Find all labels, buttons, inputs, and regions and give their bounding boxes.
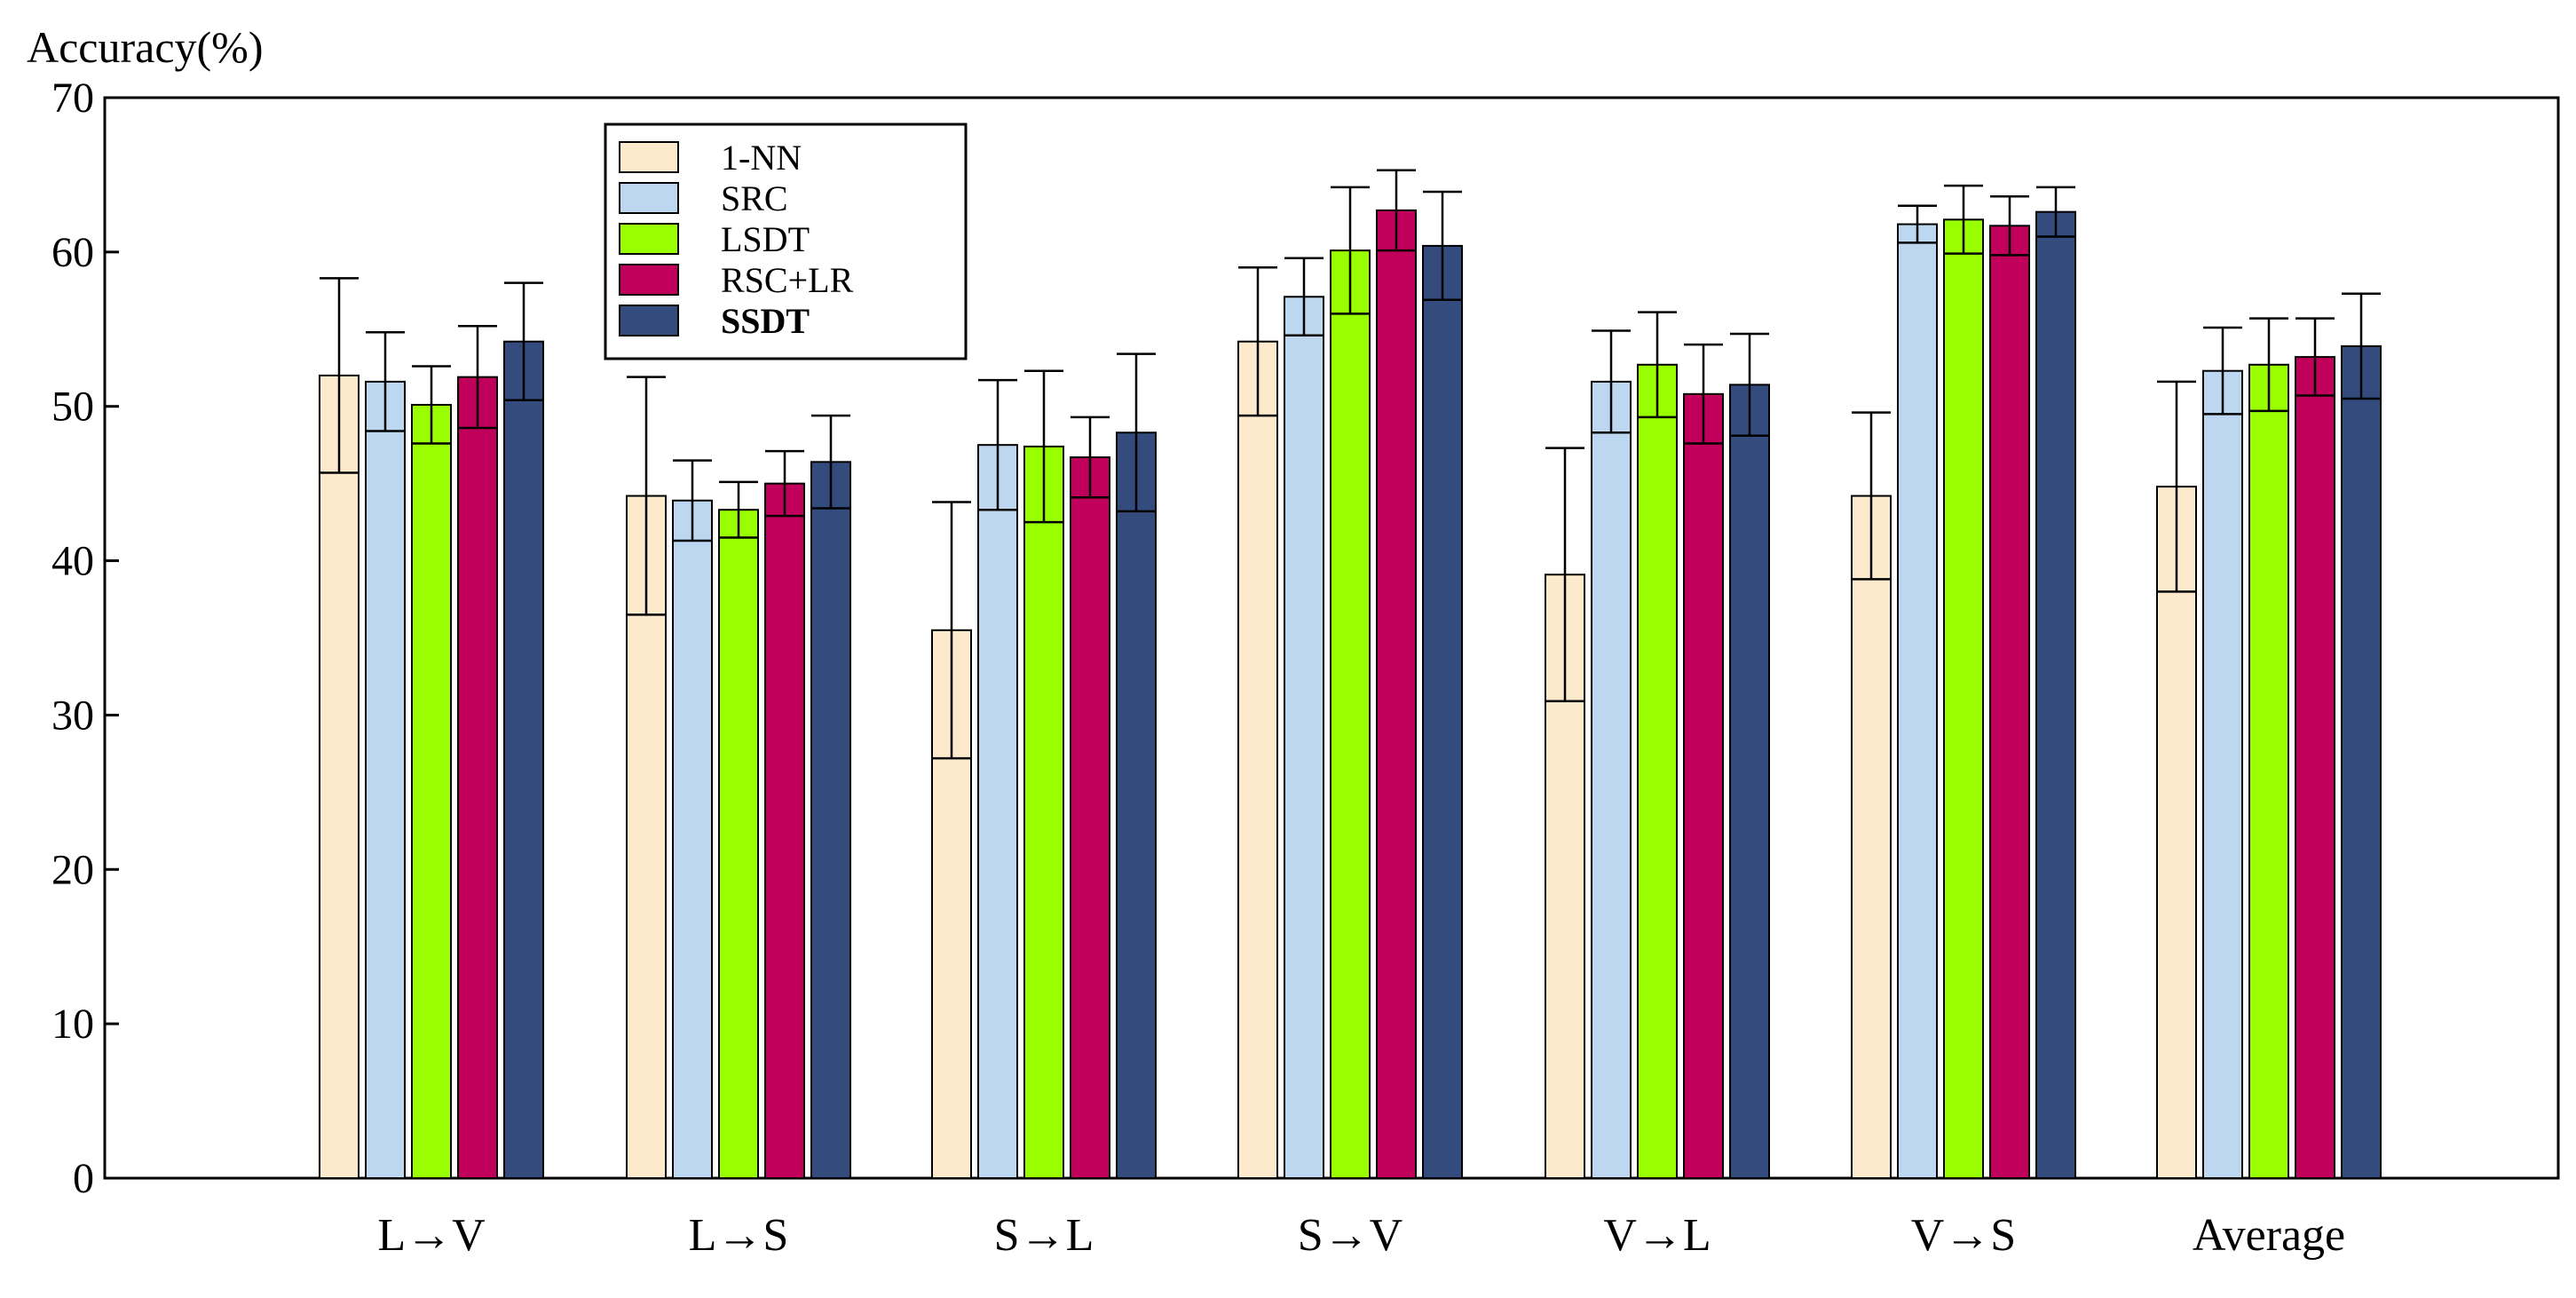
x-category-label: S→L (994, 1210, 1094, 1261)
x-category-label: V→S (1911, 1210, 2016, 1261)
y-tick-label: 30 (51, 692, 94, 739)
y-tick-label: 20 (51, 846, 94, 893)
legend-label: SRC (721, 178, 788, 218)
bar (365, 380, 406, 1179)
y-tick-label: 50 (51, 384, 94, 431)
legend-label: LSDT (721, 219, 810, 259)
legend-swatch (619, 141, 679, 173)
bar (1237, 340, 1278, 1179)
bar (1591, 380, 1632, 1179)
bar (810, 461, 851, 1179)
bar (1729, 384, 1770, 1180)
y-tick-label: 40 (51, 538, 94, 585)
legend-swatch (619, 223, 679, 255)
bar (1422, 244, 1463, 1180)
legend-label: SSDT (721, 301, 810, 341)
bar (457, 376, 498, 1179)
x-category-label: S→V (1298, 1210, 1403, 1261)
y-tick-label: 60 (51, 229, 94, 276)
legend-swatch (619, 264, 679, 296)
bar (411, 403, 452, 1179)
bar (503, 340, 544, 1179)
bar (1989, 225, 2030, 1180)
y-axis-ticks: 0 10 20 30 40 50 60 70 (51, 75, 119, 1202)
legend-swatch (619, 305, 679, 336)
bar (2248, 363, 2289, 1180)
x-category-label: L→S (689, 1210, 789, 1261)
bar-group (1237, 169, 1463, 1180)
bar-group (2156, 292, 2382, 1180)
bar-group (626, 376, 851, 1179)
bar (1376, 209, 1417, 1179)
bar-group (931, 352, 1157, 1180)
bar (718, 509, 759, 1179)
bar (1943, 218, 1984, 1179)
y-tick-label: 0 (73, 1155, 94, 1202)
bar (1023, 445, 1064, 1180)
bar (1637, 363, 1678, 1180)
bar-groups (319, 169, 2382, 1180)
bar (1683, 392, 1724, 1179)
bar (2035, 210, 2076, 1179)
bar-group (319, 277, 544, 1179)
bar (319, 374, 360, 1179)
bar (2202, 369, 2243, 1179)
x-category-label: V→L (1603, 1210, 1711, 1261)
bar-group (1851, 184, 2076, 1180)
bar (2156, 486, 2197, 1179)
bar (1851, 495, 1892, 1179)
legend-swatch (619, 182, 679, 214)
legend-label: 1-NN (721, 138, 802, 178)
bar (2341, 344, 2382, 1180)
bar (764, 482, 805, 1179)
bar (1330, 249, 1371, 1180)
x-axis-labels: L→V L→S S→L S→V V→L V→S Average (377, 1210, 2345, 1261)
legend-label: RSC+LR (721, 260, 854, 300)
bar (1070, 456, 1110, 1179)
y-axis-label: Accuracy(%) (27, 22, 263, 72)
bar (1897, 223, 1938, 1179)
x-category-label: L→V (377, 1210, 485, 1261)
bar-group (1545, 311, 1770, 1180)
y-tick-label: 70 (51, 75, 94, 122)
x-category-label: Average (2193, 1210, 2345, 1261)
y-tick-label: 10 (51, 1001, 94, 1048)
bar (977, 444, 1018, 1179)
bar (1284, 296, 1324, 1180)
bar (1116, 431, 1157, 1179)
bar (2295, 356, 2335, 1179)
bar (672, 499, 713, 1179)
